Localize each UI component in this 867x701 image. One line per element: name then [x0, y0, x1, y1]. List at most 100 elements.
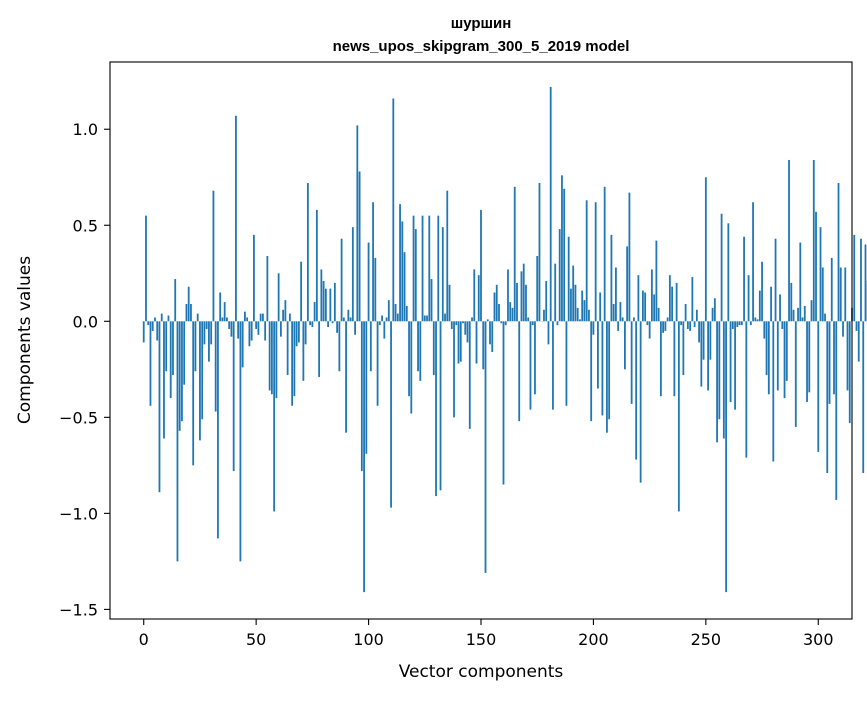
bar-250 — [705, 177, 707, 321]
bar-267 — [743, 237, 745, 322]
bar-179 — [545, 281, 547, 321]
bar-52 — [260, 314, 262, 322]
bar-146 — [471, 317, 473, 321]
bar-178 — [543, 310, 545, 322]
bar-239 — [680, 321, 682, 325]
bar-31 — [213, 191, 215, 322]
bar-65 — [289, 314, 291, 322]
bar-123 — [419, 321, 421, 381]
bar-216 — [629, 193, 631, 322]
y-tick-label: −1.0 — [59, 504, 98, 523]
bar-314 — [849, 321, 851, 423]
bar-2 — [147, 321, 149, 325]
bar-102 — [372, 202, 374, 321]
bar-167 — [518, 321, 520, 421]
bar-196 — [584, 300, 586, 321]
bar-78 — [318, 321, 320, 377]
bar-291 — [797, 308, 799, 321]
x-tick-label: 150 — [466, 630, 497, 649]
bar-122 — [417, 321, 419, 371]
bar-series — [143, 87, 867, 592]
bar-308 — [835, 321, 837, 500]
bar-202 — [597, 321, 599, 388]
bar-36 — [224, 302, 226, 321]
bar-300 — [817, 321, 819, 452]
bar-264 — [736, 321, 738, 327]
bar-1 — [145, 216, 147, 322]
bar-195 — [581, 291, 583, 322]
bar-190 — [570, 289, 572, 322]
bar-54 — [264, 321, 266, 340]
bar-106 — [381, 316, 383, 322]
bar-47 — [249, 321, 251, 346]
chart-title-line2: news_upos_skipgram_300_5_2019 model — [333, 38, 630, 55]
bar-101 — [370, 321, 372, 371]
bar-138 — [453, 321, 455, 417]
bar-268 — [745, 321, 747, 457]
bar-8 — [161, 314, 163, 322]
bar-317 — [856, 321, 858, 331]
bar-23 — [195, 321, 197, 371]
bar-136 — [449, 285, 451, 321]
bar-87 — [338, 321, 340, 371]
bar-130 — [435, 321, 437, 496]
bar-276 — [763, 321, 765, 338]
bar-151 — [482, 321, 484, 369]
bar-277 — [766, 321, 768, 375]
bar-152 — [485, 321, 487, 573]
y-tick-label: 0.0 — [73, 312, 98, 331]
bar-64 — [287, 321, 289, 375]
bar-108 — [386, 317, 388, 321]
bar-97 — [361, 321, 363, 471]
bar-37 — [226, 317, 228, 321]
bar-192 — [575, 285, 577, 321]
bar-113 — [397, 314, 399, 322]
bar-117 — [406, 306, 408, 321]
bar-243 — [689, 321, 691, 331]
bar-247 — [698, 321, 700, 342]
bar-43 — [240, 321, 242, 561]
bar-311 — [842, 321, 844, 336]
bar-17 — [181, 321, 183, 421]
bar-292 — [799, 243, 801, 322]
bar-269 — [748, 275, 750, 321]
bar-175 — [536, 256, 538, 321]
bar-273 — [757, 319, 759, 321]
bar-137 — [451, 321, 453, 329]
bar-77 — [316, 210, 318, 321]
bar-116 — [404, 252, 406, 321]
bar-230 — [660, 321, 662, 396]
bar-303 — [824, 314, 826, 322]
bar-149 — [478, 275, 480, 321]
bar-41 — [235, 116, 237, 322]
bar-299 — [815, 212, 817, 321]
bar-104 — [377, 321, 379, 406]
bar-228 — [655, 241, 657, 322]
bar-75 — [311, 321, 313, 327]
bar-236 — [673, 321, 675, 396]
bar-121 — [415, 229, 417, 321]
bar-51 — [258, 321, 260, 334]
bar-16 — [179, 321, 181, 430]
bar-69 — [298, 321, 300, 342]
bar-305 — [829, 321, 831, 404]
bar-35 — [222, 317, 224, 321]
bar-274 — [759, 291, 761, 322]
bar-22 — [192, 321, 194, 465]
bar-301 — [820, 227, 822, 321]
bar-257 — [721, 214, 723, 322]
bar-142 — [462, 321, 464, 323]
bar-92 — [350, 317, 352, 321]
bar-164 — [512, 308, 514, 321]
bar-27 — [204, 321, 206, 344]
bar-10 — [165, 321, 167, 371]
bar-53 — [262, 314, 264, 322]
bar-265 — [739, 321, 741, 325]
bar-244 — [691, 277, 693, 321]
chart-title: шуршин news_upos_skipgram_300_5_2019 mod… — [333, 15, 630, 55]
bar-183 — [554, 264, 556, 322]
bar-215 — [626, 246, 628, 321]
bar-258 — [723, 321, 725, 438]
bar-141 — [460, 321, 462, 361]
bar-73 — [307, 183, 309, 321]
